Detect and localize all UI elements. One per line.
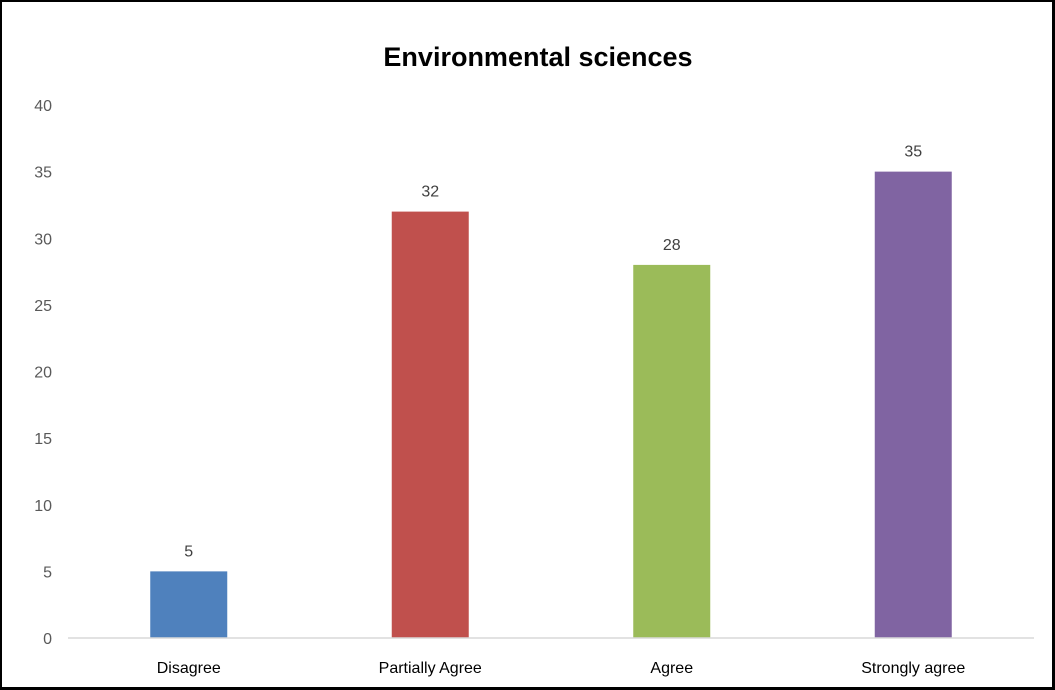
y-tick-label: 25 xyxy=(34,298,52,315)
bar-agree xyxy=(633,264,711,638)
data-label: 35 xyxy=(904,144,922,161)
y-tick-label: 10 xyxy=(34,498,52,515)
data-label: 32 xyxy=(421,184,439,201)
data-label: 5 xyxy=(184,543,193,560)
bar-strongly-agree xyxy=(874,171,952,638)
x-category-label: Agree xyxy=(650,660,693,677)
x-axis: Disagree Partially Agree Agree Strongly agr… xyxy=(68,637,1034,677)
bar-disagree xyxy=(150,571,228,638)
data-label: 28 xyxy=(663,237,681,254)
chart-title: Environmental sciences xyxy=(383,42,692,72)
bars xyxy=(150,171,952,638)
x-category-label: Partially Agree xyxy=(379,660,482,677)
data-labels: 5 32 28 35 xyxy=(184,144,922,561)
y-tick-label: 35 xyxy=(34,165,52,182)
y-tick-label: 5 xyxy=(43,564,52,581)
y-axis: 0 5 10 15 20 25 30 35 40 xyxy=(34,98,52,648)
y-tick-label: 20 xyxy=(34,365,52,382)
y-tick-label: 0 xyxy=(43,631,52,648)
y-tick-label: 30 xyxy=(34,231,52,248)
x-category-label: Disagree xyxy=(157,660,221,677)
bar-partially-agree xyxy=(391,211,469,638)
y-tick-label: 40 xyxy=(34,98,52,115)
x-category-label: Strongly agree xyxy=(861,660,965,677)
y-tick-label: 15 xyxy=(34,431,52,448)
